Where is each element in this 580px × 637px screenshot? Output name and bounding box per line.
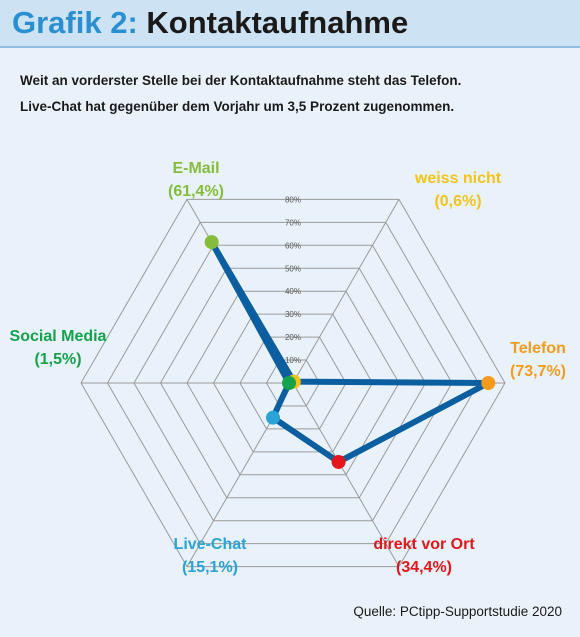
value-label-6: (61,4%) [168,183,224,200]
tick-label: 80% [285,195,301,204]
category-label-5: Social Media [10,328,107,345]
data-point-6 [204,235,219,250]
tick-label: 50% [285,264,301,273]
category-label-4: Live-Chat [174,536,248,553]
page-title: Grafik 2: Kontaktaufnahme [12,4,408,42]
data-point-5 [282,376,297,390]
tick-label: 60% [285,241,301,250]
header-bar: Grafik 2: Kontaktaufnahme [0,0,580,48]
description-line-1: Weit an vorderster Stelle bei der Kontak… [20,73,462,88]
tick-label: 30% [285,310,301,319]
category-label-2: Telefon [510,340,566,357]
source-note: Quelle: PCtipp-Supportstudie 2020 [353,604,562,619]
tick-label: 20% [285,333,301,342]
value-label-3: (34,4%) [396,559,452,576]
axis-spoke-1 [292,199,400,384]
title-main: Kontaktaufnahme [146,5,409,40]
value-label-5: (1,5%) [34,351,81,368]
tick-label: 10% [285,356,301,365]
value-label-1: (0,6%) [434,193,481,210]
description-line-2: Live-Chat hat gegenüber dem Vorjahr um 3… [20,99,455,114]
title-prefix: Grafik 2: [12,5,138,40]
series-line [208,239,492,465]
category-label-6: E-Mail [172,160,219,177]
axis-spoke-3 [292,382,400,567]
data-point-2 [481,376,496,390]
category-label-1: weiss nicht [414,170,502,187]
data-point-4 [265,410,280,425]
tick-label: 70% [285,218,301,227]
category-label-3: direkt vor Ort [373,536,475,553]
tick-label: 40% [285,287,301,296]
chart-description: Weit an vorderster Stelle bei der Kontak… [20,68,560,120]
value-label-2: (73,7%) [510,363,566,380]
value-label-4: (15,1%) [182,559,238,576]
data-point-3 [331,454,346,469]
